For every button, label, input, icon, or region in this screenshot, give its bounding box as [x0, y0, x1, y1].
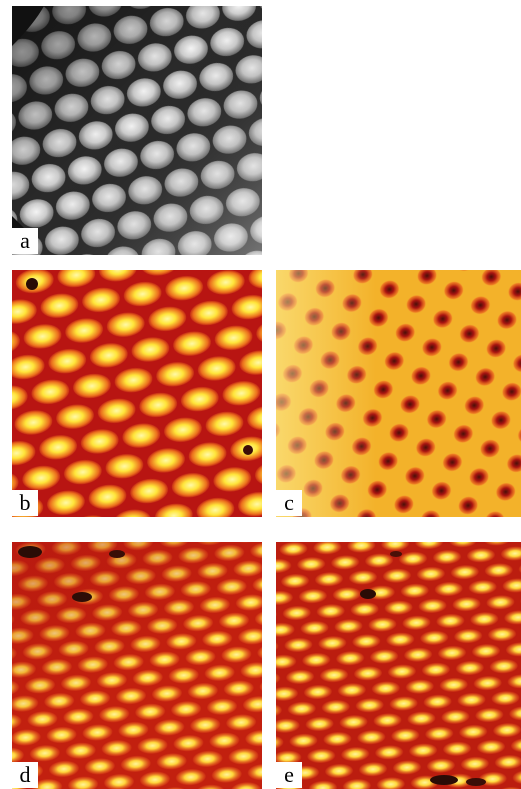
panel-b-image [12, 270, 262, 517]
panel-label-d: d [12, 762, 38, 788]
panel-label-b: b [12, 490, 38, 516]
panel-d-image [12, 542, 262, 789]
panel-c-image [276, 270, 521, 517]
stm-image-panel-b [12, 270, 262, 517]
panel-e-image [276, 542, 521, 789]
panel-label-e: e [276, 762, 302, 788]
stm-image-panel-e [276, 542, 521, 789]
panel-label-c: c [276, 490, 302, 516]
stm-image-panel-a [12, 6, 262, 255]
panel-label-a: a [12, 228, 38, 254]
panel-a-image [12, 6, 262, 255]
stm-image-panel-c [276, 270, 521, 517]
stm-image-panel-d [12, 542, 262, 789]
